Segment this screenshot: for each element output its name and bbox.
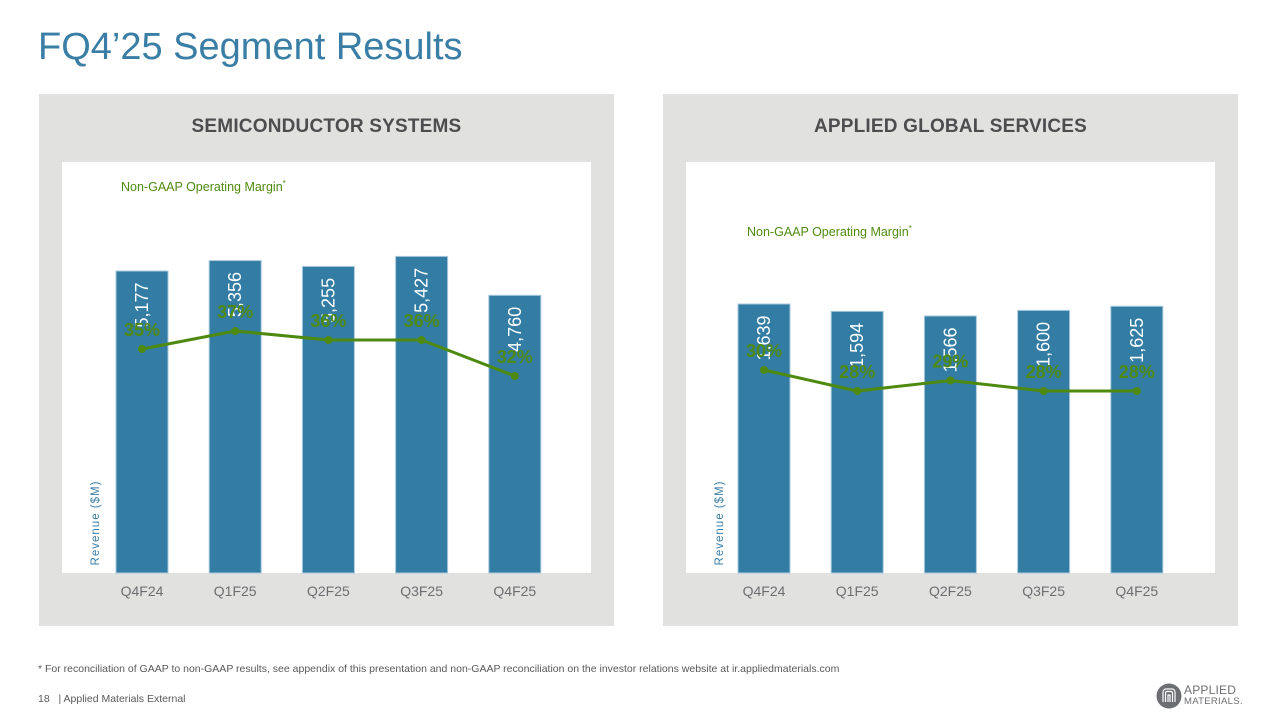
operating-margin-point (510, 372, 519, 380)
revenue-value-label: 1,639 (754, 315, 774, 360)
category-tick-label: Q4F24 (743, 583, 786, 599)
panel-title: APPLIED GLOBAL SERVICES (813, 116, 1088, 137)
revenue-bar (488, 294, 542, 574)
revenue-value-label: 5,177 (132, 282, 152, 327)
revenue-value-label: 1,566 (940, 327, 960, 372)
operating-margin-label: 32% (497, 347, 533, 367)
revenue-value-label: 4,760 (505, 307, 525, 352)
revenue-bar (395, 255, 449, 574)
panel-title: SEMICONDUCTOR SYSTEMS (191, 116, 462, 137)
applied-global-services-panel: APPLIED GLOBAL SERVICES 1,639 1,594 1,566 1… (663, 94, 1238, 626)
logo-line-1: APPLIED (1184, 683, 1237, 697)
operating-margin-label: 29% (932, 352, 968, 372)
operating-margin-legend: Non-GAAP Operating Margin* (747, 224, 912, 239)
operating-margin-point (1132, 387, 1141, 395)
classification-label: | Applied Materials External (58, 693, 186, 705)
applied-materials-logo: APPLIED MATERIALS. (1156, 683, 1246, 711)
revenue-bar (737, 303, 791, 574)
operating-margin-point (946, 376, 955, 385)
revenue-bar (115, 270, 169, 574)
page-footer: 18 | Applied Materials External (38, 693, 186, 705)
footnote-marker: * (909, 224, 912, 233)
category-tick-label: Q4F24 (121, 583, 164, 599)
page-number: 18 (38, 693, 50, 705)
revenue-bar (208, 260, 262, 574)
semiconductor-systems-panel: SEMICONDUCTOR SYSTEMS 5,177 5,356 5,255 5,4… (39, 94, 614, 626)
operating-margin-point (324, 336, 333, 344)
revenue-value-label: 1,600 (1034, 322, 1054, 367)
category-tick-label: Q2F25 (307, 583, 350, 599)
revenue-value-label: 1,625 (1127, 318, 1147, 363)
revenue-bar (1110, 305, 1164, 574)
operating-margin-point (231, 327, 240, 335)
revenue-value-label: 5,255 (318, 278, 338, 323)
category-tick-label: Q4F25 (493, 583, 536, 599)
category-tick-label: Q3F25 (400, 583, 443, 599)
operating-margin-label: 35% (124, 320, 160, 340)
operating-margin-label: 28% (1119, 362, 1155, 382)
category-tick-label: Q1F25 (214, 583, 257, 599)
operating-margin-label: 28% (1026, 362, 1062, 382)
category-tick-label: Q4F25 (1115, 583, 1158, 599)
operating-margin-point (760, 366, 768, 374)
operating-margin-point (417, 336, 426, 344)
revenue-bar (923, 315, 977, 574)
footnote-marker: * (283, 179, 286, 188)
revenue-bar (830, 310, 884, 574)
operating-margin-label: 36% (310, 311, 346, 331)
revenue-bar (1017, 309, 1071, 574)
operating-margin-label: 30% (746, 341, 782, 361)
operating-margin-label: 36% (404, 311, 440, 331)
category-tick-label: Q2F25 (929, 583, 972, 599)
operating-margin-label: 28% (839, 362, 875, 382)
y-axis-label: Revenue ($M) (714, 481, 726, 566)
revenue-value-label: 5,427 (412, 268, 432, 313)
applied-global-services-chart: 1,639 1,594 1,566 1,600 1,625 Q4F24 Q1F25 Q2F25… (686, 162, 1215, 599)
operating-margin-label: 37% (217, 302, 253, 322)
category-tick-label: Q1F25 (836, 583, 879, 599)
revenue-bar (301, 265, 355, 574)
footnote: * For reconciliation of GAAP to non-GAAP… (38, 663, 840, 675)
revenue-value-label: 5,356 (225, 272, 245, 317)
y-axis-label: Revenue ($M) (90, 481, 102, 566)
applied-materials-logo-icon (1156, 683, 1182, 709)
operating-margin-point (138, 345, 146, 353)
page-title: FQ4’25 Segment Results (38, 26, 463, 68)
category-tick-label: Q3F25 (1022, 583, 1065, 599)
operating-margin-legend: Non-GAAP Operating Margin* (121, 179, 286, 194)
operating-margin-point (1039, 387, 1048, 395)
semiconductor-systems-chart: 5,177 5,356 5,255 5,427 4,760 Q4F24 Q1F25 Q2F25… (62, 162, 591, 599)
logo-wordmark: APPLIED MATERIALS. (1184, 683, 1243, 707)
operating-margin-point (853, 387, 862, 395)
revenue-value-label: 1,594 (847, 323, 867, 368)
logo-line-2: MATERIALS. (1184, 696, 1243, 707)
